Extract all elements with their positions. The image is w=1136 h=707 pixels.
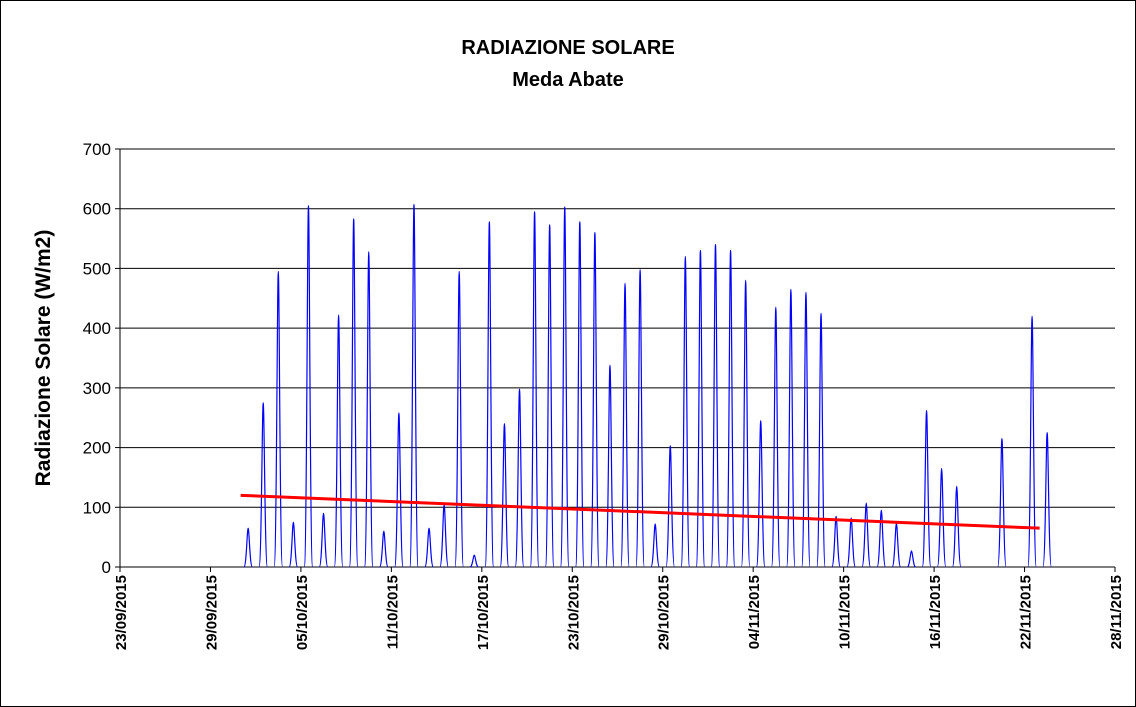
daily-radiation-peak — [620, 282, 630, 568]
daily-radiation-peak — [288, 521, 299, 568]
y-tick-label: 0 — [102, 558, 111, 577]
daily-radiation-peak — [590, 231, 600, 568]
x-tick-label: 10/11/2015 — [837, 575, 854, 649]
y-tick-label: 500 — [83, 259, 111, 278]
x-tick-label: 05/10/2015 — [294, 575, 311, 650]
daily-radiation-peak — [333, 314, 344, 568]
x-tick-label: 29/10/2015 — [656, 575, 673, 650]
x-tick-label: 04/11/2015 — [746, 575, 763, 649]
daily-radiation-peak — [424, 527, 434, 568]
daily-radiation-peak — [921, 409, 932, 568]
x-tick-label: 29/09/2015 — [203, 575, 220, 650]
daily-radiation-peak — [861, 502, 872, 568]
daily-radiation-peak — [997, 438, 1007, 568]
daily-radiation-peak — [936, 467, 947, 568]
x-tick-label: 11/10/2015 — [384, 575, 401, 649]
daily-radiation-peak — [906, 550, 917, 568]
y-tick-label: 100 — [83, 498, 111, 517]
x-tick-label: 16/11/2015 — [927, 575, 944, 649]
daily-radiation-peak — [529, 211, 540, 568]
daily-radiation-peak — [755, 420, 766, 568]
y-tick-label: 600 — [83, 200, 111, 219]
daily-radiation-peak — [725, 249, 736, 568]
daily-radiation-peak — [710, 243, 721, 568]
daily-radiation-peak — [379, 530, 389, 568]
daily-radiation-peak — [680, 255, 691, 568]
trend-line — [240, 493, 1040, 530]
daily-radiation-peak — [605, 364, 615, 568]
y-tick-label: 300 — [83, 379, 111, 398]
x-tick-label: 23/10/2015 — [565, 575, 582, 650]
x-tick-label: 22/11/2015 — [1018, 575, 1035, 649]
daily-radiation-peak — [951, 485, 962, 568]
chart-title: RADIAZIONE SOLARE — [461, 37, 674, 59]
daily-radiation-peak — [635, 268, 645, 568]
daily-radiation-peak — [665, 445, 676, 568]
daily-radiation-peak — [409, 203, 419, 568]
daily-radiation-peak — [394, 412, 404, 568]
daily-radiation-peak — [1042, 432, 1052, 568]
chart-subtitle: Meda Abate — [512, 69, 624, 91]
daily-radiation-peak — [770, 306, 781, 568]
daily-radiation-peak — [801, 291, 811, 568]
daily-radiation-peak — [1027, 315, 1037, 568]
x-tick-label: 28/11/2015 — [1108, 575, 1125, 649]
daily-radiation-peak — [363, 251, 374, 568]
daily-radiation-peak — [499, 423, 510, 568]
daily-radiation-peak — [544, 224, 555, 568]
y-tick-label: 200 — [83, 439, 111, 458]
daily-radiation-peak — [484, 221, 495, 568]
x-tick-label: 17/10/2015 — [475, 575, 492, 650]
daily-radiation-peak — [695, 249, 706, 568]
y-tick-label: 400 — [83, 319, 111, 338]
daily-radiation-peak — [303, 205, 314, 568]
daily-radiation-peak — [816, 312, 826, 568]
daily-radiation-peak — [650, 523, 661, 568]
daily-radiation-peak — [454, 270, 465, 568]
daily-radiation-peak — [786, 288, 796, 568]
daily-radiation-peak — [318, 512, 329, 568]
daily-radiation-peak — [243, 527, 253, 568]
x-tick-label: 23/09/2015 — [113, 575, 130, 650]
y-tick-label: 700 — [83, 140, 111, 159]
daily-radiation-peak — [514, 388, 525, 568]
daily-radiation-peak — [846, 517, 856, 568]
daily-radiation-peak — [831, 515, 841, 568]
daily-radiation-peak — [740, 279, 751, 568]
daily-radiation-peak — [258, 402, 269, 568]
daily-radiation-peak — [876, 509, 887, 568]
y-axis-label: Radiazione Solare (W/m2) — [32, 230, 55, 487]
daily-radiation-peak — [574, 221, 585, 568]
daily-radiation-peak — [559, 206, 570, 568]
daily-radiation-peak — [469, 554, 479, 568]
daily-radiation-peak — [348, 218, 359, 568]
